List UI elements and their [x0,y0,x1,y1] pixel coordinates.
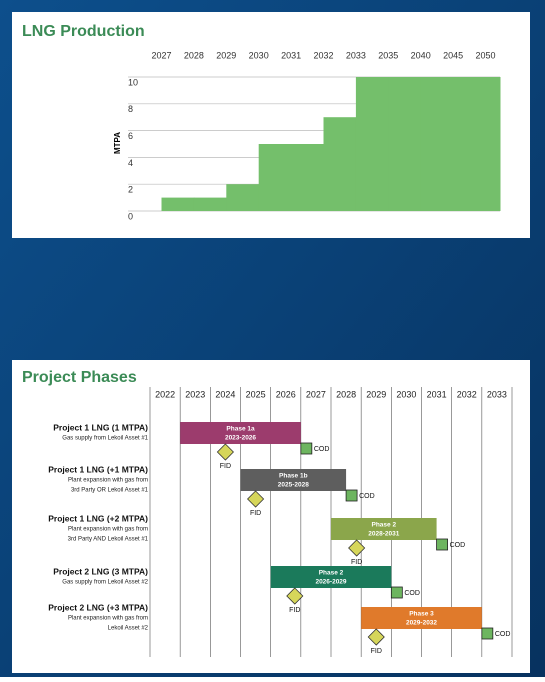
phase-period: 2023-2026 [225,435,256,442]
area-step [323,117,357,211]
project-name: Project 1 LNG (1 MTPA) [53,422,148,432]
x-tick-label: 2028 [336,389,356,399]
phase-label: Phase 1b [279,473,308,480]
area-step [453,77,486,211]
project-name: Project 2 LNG (+3 MTPA) [48,602,148,612]
x-tick-label: 2030 [249,50,269,60]
project-name: Project 2 LNG (3 MTPA) [53,566,148,576]
area-step [291,144,324,211]
project-description: 3rd Party OR Lekoil Asset #1 [71,488,149,494]
x-tick-label: 2029 [366,389,386,399]
cod-marker [345,489,358,502]
y-tick-label: 10 [128,77,138,87]
cod-marker [436,538,448,551]
phase-period: 2029-2032 [406,620,437,627]
x-tick-label: 2040 [411,50,431,60]
phase-bar [361,607,482,629]
x-tick-label: 2031 [427,389,447,399]
fid-label: FID [289,607,300,614]
x-tick-label: 2045 [443,50,463,60]
fid-marker [367,628,385,646]
cod-label: COD [450,542,466,549]
y-tick-label: 8 [128,104,133,114]
project-description: 3rd Party AND Lekoil Asset #1 [68,537,149,543]
fid-marker [286,587,304,605]
cod-label: COD [314,446,330,453]
x-tick-label: 2033 [487,389,507,399]
y-axis-label: MTPA [113,132,122,154]
x-tick-label: 2027 [151,50,171,60]
x-tick-label: 2033 [346,50,366,60]
x-tick-label: 2025 [246,389,266,399]
phase-label: Phase 3 [409,611,434,618]
x-tick-label: 2032 [457,389,477,399]
phase-label: Phase 2 [372,522,397,529]
fid-label: FID [220,463,231,470]
x-tick-label: 2032 [313,50,333,60]
x-tick-label: 2022 [155,389,175,399]
chart-title: Project Phases [22,369,137,386]
phase-label: Phase 2 [319,570,344,577]
x-tick-label: 2028 [184,50,204,60]
area-step [420,77,454,211]
project-description: Gas supply from Lekoil Asset #2 [62,580,148,586]
y-tick-label: 2 [128,185,133,195]
project-description: Lekoil Asset #2 [108,626,149,632]
cod-label: COD [404,590,420,597]
phase-label: Phase 1a [226,426,255,433]
area-step [388,77,422,211]
phase-bar [270,566,392,588]
fid-marker [348,539,366,557]
y-tick-label: 6 [128,131,133,141]
x-tick-label: 2031 [281,50,301,60]
fid-marker [247,490,265,508]
x-tick-label: 2029 [216,50,236,60]
area-step [258,144,292,211]
x-tick-label: 2050 [475,50,495,60]
phase-period: 2028-2031 [368,531,399,538]
project-name: Project 1 LNG (+2 MTPA) [48,513,148,523]
phase-bar [180,422,301,444]
x-tick-label: 2023 [185,389,205,399]
area-step [193,197,227,211]
x-tick-label: 2026 [276,389,296,399]
cod-marker [481,627,494,640]
fid-label: FID [371,648,382,655]
x-tick-label: 2027 [306,389,326,399]
project-description: Plant expansion with gas from [68,616,148,622]
cod-marker [390,586,403,599]
x-tick-label: 2030 [396,389,416,399]
area-step [355,77,389,211]
chart-title: LNG Production [22,23,145,40]
x-tick-label: 2035 [378,50,398,60]
phase-period: 2025-2028 [278,482,309,489]
x-tick-label: 2024 [215,389,235,399]
area-step [226,184,260,211]
y-tick-label: 0 [128,211,133,221]
fid-label: FID [250,510,261,517]
y-tick-label: 4 [128,158,133,168]
fid-label: FID [351,559,362,566]
phase-bar [331,518,437,540]
fid-marker [216,443,234,461]
cod-label: COD [359,493,375,500]
cod-marker [300,442,313,455]
area-step [161,197,195,211]
phase-period: 2026-2029 [315,579,346,586]
area-step [485,77,501,211]
project-description: Plant expansion with gas from [68,527,148,533]
phase-bar [240,469,347,491]
cod-label: COD [495,631,511,638]
project-name: Project 1 LNG (+1 MTPA) [48,464,148,474]
project-description: Gas supply from Lekoil Asset #1 [62,436,148,442]
project-description: Plant expansion with gas from [68,478,148,484]
